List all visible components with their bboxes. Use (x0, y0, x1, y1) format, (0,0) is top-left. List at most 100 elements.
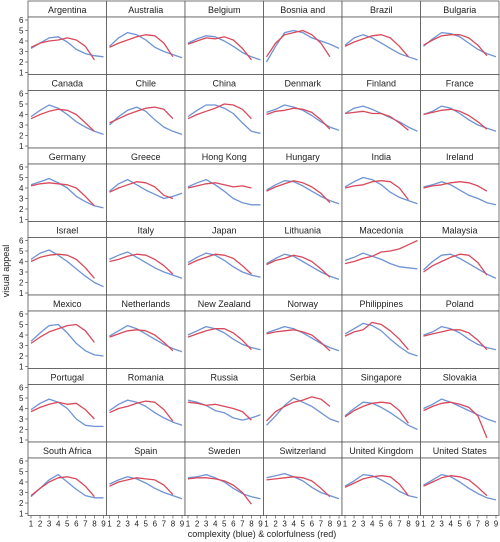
colorfulness-line (423, 34, 488, 57)
panel-title: Mexico (53, 299, 82, 309)
panel: Bulgaria (420, 0, 500, 75)
y-tick-label: 2 (19, 279, 24, 288)
y-tick-label: 2 (19, 352, 24, 361)
panel-title: India (371, 152, 391, 162)
panel: Israel 12 34 56 (19, 221, 107, 298)
complexity-line (423, 181, 497, 206)
x-tick-label: 4 (448, 520, 453, 529)
y-tick-label: 4 (19, 405, 24, 414)
x-tick-label: 4 (134, 520, 139, 529)
panel: Hong Kong (184, 147, 264, 222)
panel: India (341, 147, 421, 222)
colorfulness-line (30, 323, 95, 344)
panel: Japan (184, 221, 264, 296)
x-tick-label: 9 (494, 520, 499, 529)
y-tick-label: 3 (19, 48, 24, 57)
complexity-line (30, 177, 104, 209)
colorfulness-line (344, 34, 409, 58)
panel-title: Hong Kong (202, 152, 247, 162)
colorfulness-line (187, 253, 252, 275)
panel-title: Australia (128, 5, 163, 15)
panel-plot-area (27, 90, 107, 149)
complexity-line (109, 476, 183, 500)
panel-title: Japan (212, 226, 237, 236)
panel: Singapore (341, 368, 421, 443)
x-tick-label: 3 (282, 520, 287, 529)
panel: Brazil (341, 0, 421, 75)
panel-plot-area (420, 16, 500, 75)
y-tick-label: 5 (19, 468, 24, 477)
y-tick-label: 6 (19, 163, 24, 172)
panel: Portugal 12 34 56 (19, 368, 107, 445)
y-tick-label: 5 (19, 394, 24, 403)
y-tick-label: 6 (19, 237, 24, 246)
panel-title: Greece (131, 152, 161, 162)
panel-title: Belgium (208, 5, 241, 15)
panel-plot-area (341, 237, 421, 296)
panel-title: Brazil (370, 5, 393, 15)
panel-title: China (212, 79, 236, 89)
panel: Italy (106, 221, 186, 296)
colorfulness-line (187, 182, 252, 189)
panel-title: Spain (134, 446, 157, 456)
x-tick-label: 3 (125, 520, 130, 529)
panel-plot-area (106, 310, 186, 369)
panel: Spain 1 2 3 4 5 6 7 8 9 (106, 441, 186, 529)
panel: Malaysia (420, 221, 500, 296)
y-tick-label: 1 (19, 436, 24, 445)
y-tick-label: 1 (19, 289, 24, 298)
panel: Mexico 1 23 45 6 (19, 294, 107, 372)
colorfulness-line (109, 253, 174, 275)
y-tick-label: 2 (19, 426, 24, 435)
y-tick-label: 6 (19, 384, 24, 393)
complexity-line (344, 401, 418, 431)
x-tick-label: 7 (162, 520, 167, 529)
panel: Romania (106, 368, 186, 443)
x-axis-label: complexity (blue) & colorfulness (red) (188, 529, 337, 539)
colorfulness-line (109, 34, 174, 58)
x-tick-label: 8 (328, 520, 333, 529)
panel-plot-area (420, 90, 500, 149)
panel: Bosnia and (263, 0, 343, 75)
panel-plot-area (341, 457, 421, 516)
complexity-line (109, 31, 183, 59)
panel-plot-area (341, 163, 421, 222)
colorfulness-line (187, 36, 252, 61)
complexity-line (344, 252, 418, 270)
panel-title: United States (433, 446, 488, 456)
panel-plot-area (106, 457, 186, 516)
panel-plot-area (27, 457, 107, 516)
panel-title: Sweden (208, 446, 241, 456)
y-tick-label: 1 (19, 142, 24, 151)
colorfulness-line (423, 181, 488, 192)
colorfulness-line (344, 321, 409, 351)
panel-plot-area (27, 310, 107, 369)
x-tick-label: 1 (107, 520, 112, 529)
panel: United States 1 2 3 4 5 6 7 8 9 (420, 441, 500, 529)
colorfulness-line (344, 239, 418, 265)
panel: Philippines (341, 294, 421, 369)
y-tick-label: 4 (19, 184, 24, 193)
panel: China (184, 74, 264, 149)
panel: Germany 1 23 45 6 (19, 147, 107, 225)
complexity-line (423, 398, 497, 423)
panel-plot-area (263, 237, 343, 296)
panel: Netherlands (106, 294, 186, 369)
x-tick-label: 2 (430, 520, 435, 529)
panel-title: Bosnia and (280, 5, 325, 15)
x-tick-label: 2 (195, 520, 200, 529)
x-tick-label: 9 (180, 520, 185, 529)
panel-plot-area (263, 163, 343, 222)
x-tick-label: 5 (301, 520, 306, 529)
y-tick-label: 3 (19, 415, 24, 424)
colorfulness-line (109, 400, 174, 422)
colorfulness-line (30, 476, 95, 498)
panel-title: Italy (137, 226, 154, 236)
colorfulness-line (30, 253, 95, 279)
panel-plot-area (263, 457, 343, 516)
panel: Slovakia (420, 368, 500, 443)
colorfulness-line (30, 182, 95, 207)
x-tick-label: 5 (379, 520, 384, 529)
